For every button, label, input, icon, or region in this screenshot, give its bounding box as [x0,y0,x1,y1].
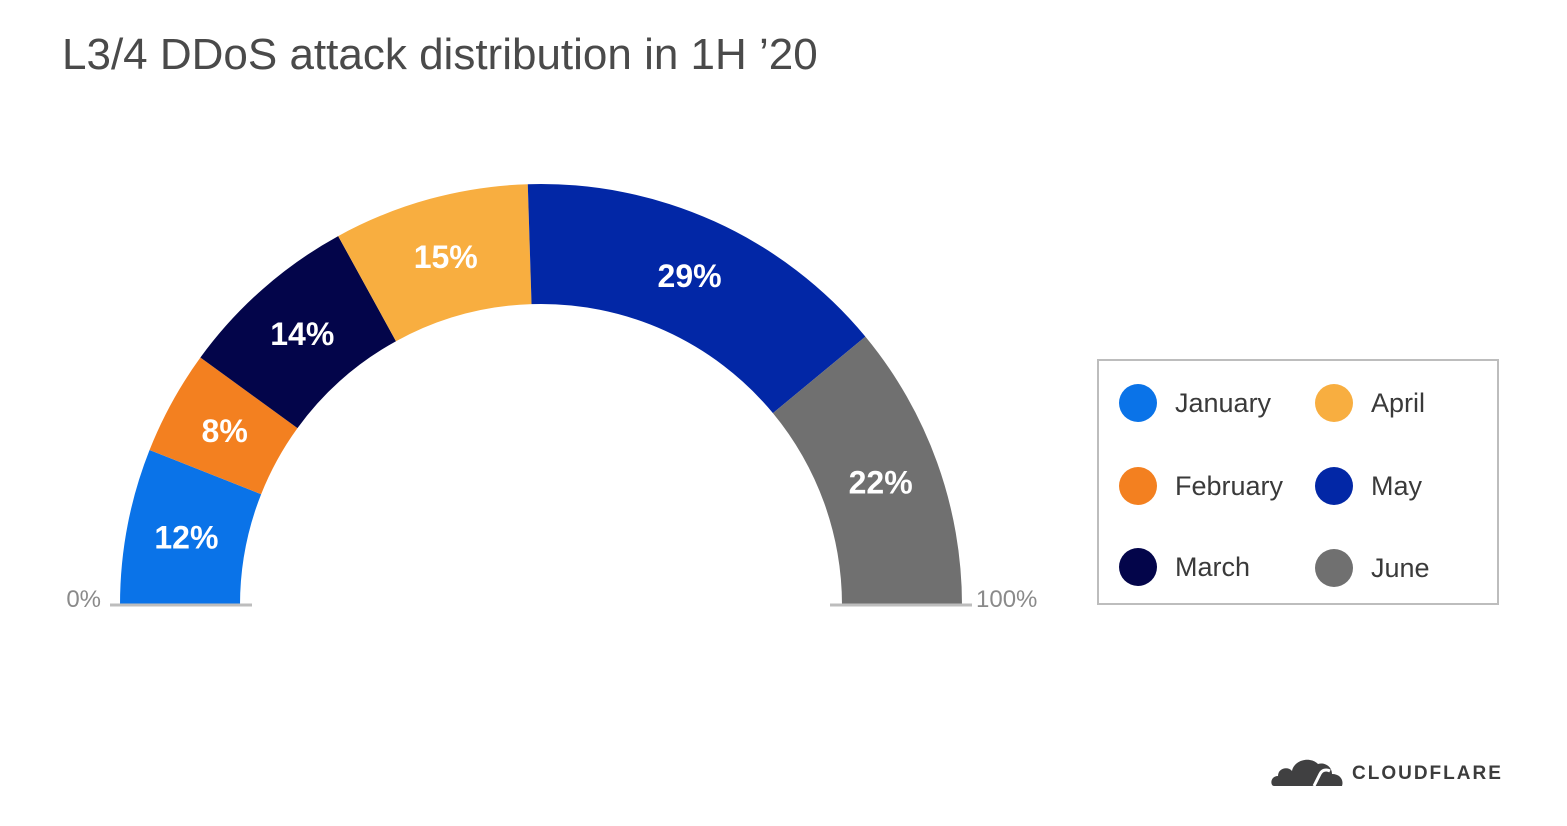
legend-swatch [1119,384,1157,422]
legend-item-january: January [1119,384,1271,422]
chart-value-labels: 12% 8% 14% 15% 29% 22% [154,239,912,556]
legend-label: May [1371,470,1423,501]
legend-label: March [1175,551,1251,582]
logo-text: CLOUDFLARE [1352,763,1503,784]
legend-item-february: February [1119,467,1283,505]
segment-may [527,184,866,414]
start-label: 0% [66,586,101,613]
legend-item-may: May [1315,467,1422,505]
segment-february [149,357,298,495]
legend-label: June [1371,552,1430,583]
segment-march [200,236,396,429]
end-label: 100% [976,586,1037,613]
segment-label-may: 29% [658,258,722,294]
cloudflare-logo: CLOUDFLARE [1270,752,1503,788]
legend-swatch [1119,548,1157,586]
cloud-icon [1271,759,1343,787]
legend-item-april: April [1315,384,1425,422]
legend: January February March April May June [1097,359,1499,605]
legend-item-june: June [1315,549,1430,587]
legend-swatch [1315,467,1353,505]
segment-label-june: 22% [849,465,913,501]
segment-label-april: 15% [414,239,478,275]
legend-swatch [1315,549,1353,587]
legend-swatch [1315,384,1353,422]
legend-item-march: March [1119,548,1250,586]
legend-label: February [1175,470,1284,501]
segment-label-february: 8% [202,413,248,449]
legend-label: January [1175,387,1272,418]
legend-label: April [1371,387,1426,418]
segment-label-january: 12% [154,519,218,555]
legend-swatch [1119,467,1157,505]
half-donut-chart: 12% 8% 14% 15% 29% 22% 0% 100% [66,184,1037,613]
segment-april [338,184,532,342]
segment-january [120,450,262,605]
chart-segments [120,184,962,605]
segment-june [772,336,962,605]
segment-label-march: 14% [270,316,334,352]
chart-title: L3/4 DDoS attack distribution in 1H ’20 [62,30,818,79]
